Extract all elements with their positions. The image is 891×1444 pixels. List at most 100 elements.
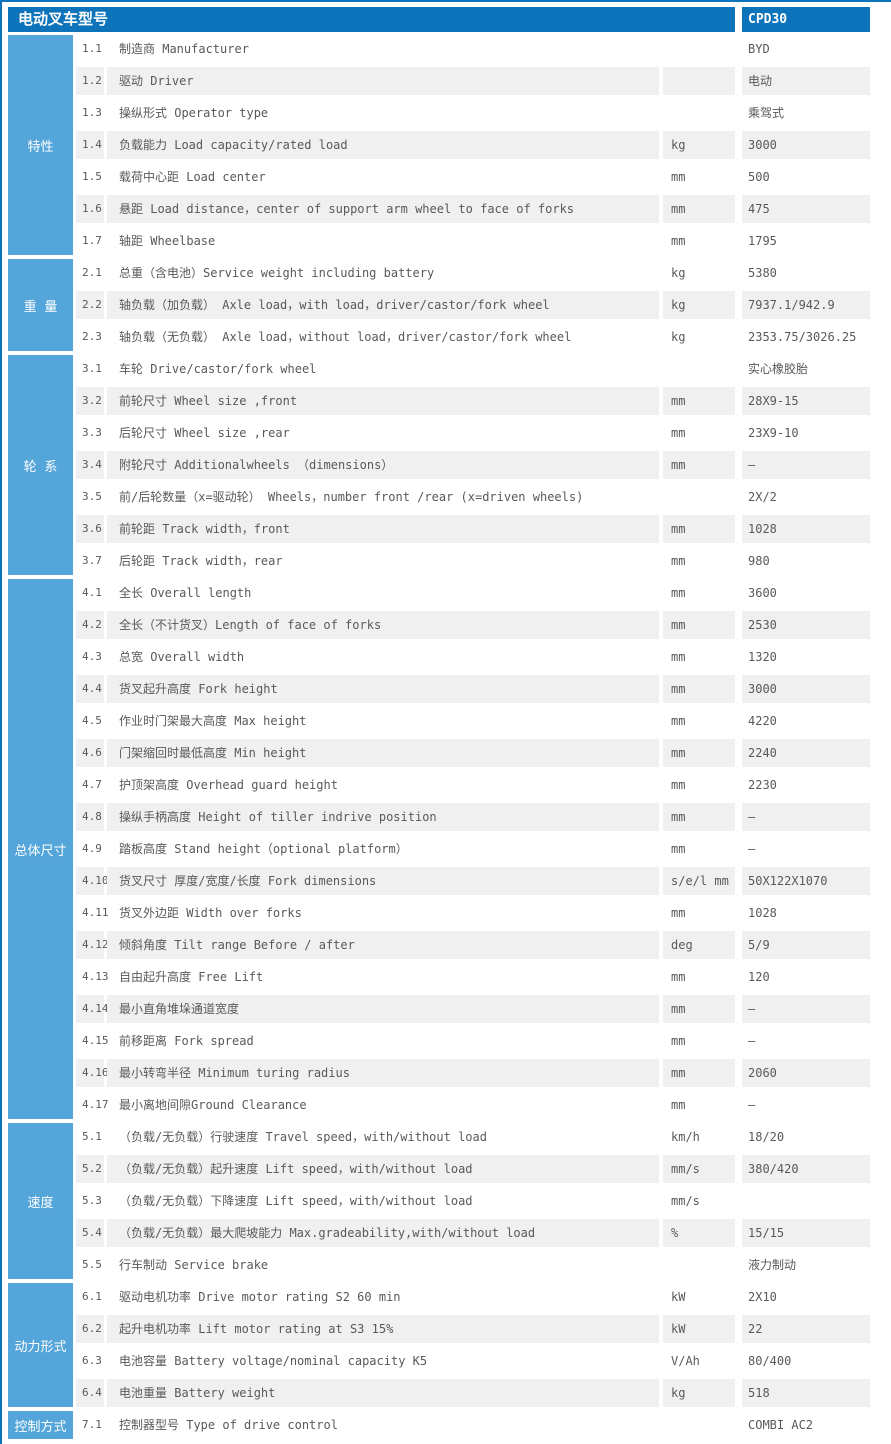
row-description: 驱动 Driver <box>107 67 659 95</box>
table-row: 6.2 起升电机功率 Lift motor rating at S3 15% kW 2… <box>76 1313 870 1345</box>
table-row: 3.5 前/后轮数量（x=驱动轮） Wheels，number front /re… <box>76 481 870 513</box>
row-value: 500 <box>748 170 770 184</box>
cell-gap <box>735 611 742 639</box>
cell-gap <box>735 35 742 63</box>
row-unit: mm <box>663 1059 735 1087</box>
table-row: 1.5 载荷中心距 Load center mm 500 <box>76 161 870 193</box>
table-row: 3.1 车轮 Drive/castor/fork wheel 实心橡胶胎 <box>76 353 870 385</box>
row-description: 货叉尺寸 厚度/宽度/长度 Fork dimensions <box>107 867 659 895</box>
sidebar-group-label: 动力形式 <box>14 1339 67 1355</box>
cell-gap <box>735 1187 742 1215</box>
row-number: 2.3 <box>82 330 102 343</box>
row-description: 载荷中心距 Load center <box>119 170 266 184</box>
cell-gap <box>735 451 742 479</box>
table-row: 4.14 最小直角堆垛通道宽度 mm — <box>76 993 870 1025</box>
row-unit: kW <box>671 1290 686 1304</box>
row-number: 4.7 <box>82 778 102 791</box>
table-row: 4.12 倾斜角度 Tilt range Before / after deg 5/9 <box>76 929 870 961</box>
row-number: 7.1 <box>82 1418 102 1431</box>
cell-gap <box>735 483 742 511</box>
row-description: 起升电机功率 Lift motor rating at S3 15% <box>107 1315 659 1343</box>
cell-gap <box>735 1379 742 1407</box>
cell-gap <box>735 1091 742 1119</box>
row-unit: s/e/l mm <box>663 867 735 895</box>
row-unit: mm <box>671 170 686 184</box>
row-description: 前轮距 Track width，front <box>107 515 659 543</box>
row-description: （负载/无负载）下降速度 Lift speed，with/without loa… <box>119 1194 473 1208</box>
row-unit: mm <box>671 1098 686 1112</box>
row-unit: mm <box>671 650 686 664</box>
row-number: 5.3 <box>82 1194 102 1207</box>
category-sidebar: 特性重 量轮 系总体尺寸 速度 动力形式 控制方式 <box>8 33 73 1441</box>
row-unit: mm <box>663 451 735 479</box>
row-value: 3000 <box>742 131 870 159</box>
row-number: 3.3 <box>82 426 102 439</box>
row-value: 乘驾式 <box>748 106 785 120</box>
row-value: BYD <box>748 42 770 56</box>
row-value: 2060 <box>742 1059 870 1087</box>
row-description: 自由起升高度 Free Lift <box>119 970 264 984</box>
row-unit: mm <box>671 714 686 728</box>
row-number: 4.4 <box>76 675 104 703</box>
cell-gap <box>735 931 742 959</box>
table-row: 4.3 总宽 Overall width mm 1320 <box>76 641 870 673</box>
table-row: 5.3 （负载/无负载）下降速度 Lift speed，with/without … <box>76 1185 870 1217</box>
row-number: 1.7 <box>82 234 102 247</box>
row-description: 轴负载（无负载） Axle load，without load，driver/c… <box>119 330 572 344</box>
row-number: 4.10 <box>76 867 109 895</box>
row-number: 5.1 <box>82 1130 102 1143</box>
cell-gap <box>735 67 742 95</box>
row-number: 1.1 <box>82 42 102 55</box>
row-unit: mm <box>671 842 686 856</box>
row-value: 23X9-10 <box>748 426 799 440</box>
table-row: 1.7 轴距 Wheelbase mm 1795 <box>76 225 870 257</box>
row-value: 475 <box>742 195 870 223</box>
row-value: 980 <box>748 554 770 568</box>
spec-header: 电动叉车型号 CPD30 <box>8 7 870 32</box>
row-number: 4.14 <box>76 995 109 1023</box>
cell-gap <box>735 835 742 863</box>
row-value: 2X10 <box>748 1290 777 1304</box>
header-title: 电动叉车型号 <box>8 7 735 32</box>
row-unit <box>663 35 735 63</box>
sidebar-group-block: 轮 系 <box>8 355 73 575</box>
row-number: 1.6 <box>76 195 104 223</box>
table-row: 5.5 行车制动 Service brake 液力制动 <box>76 1249 870 1281</box>
row-value: — <box>748 1098 756 1112</box>
row-unit <box>663 355 735 383</box>
row-description: 轴距 Wheelbase <box>119 234 216 248</box>
row-description: 倾斜角度 Tilt range Before / after <box>107 931 659 959</box>
cell-gap <box>735 1123 742 1151</box>
row-value: — <box>748 1034 756 1048</box>
row-value: 2353.75/3026.25 <box>748 330 857 344</box>
page-top-border <box>0 0 891 2</box>
table-row: 4.10 货叉尺寸 厚度/宽度/长度 Fork dimensions s/e/l m… <box>76 865 870 897</box>
row-description: （负载/无负载）最大爬坡能力 Max.gradeability,with/wit… <box>107 1219 659 1247</box>
row-value: 1320 <box>748 650 777 664</box>
row-description: 作业时门架最大高度 Max height <box>119 714 307 728</box>
row-number: 3.7 <box>82 554 102 567</box>
sidebar-group-block: 特性 <box>8 35 73 255</box>
row-number: 3.6 <box>76 515 104 543</box>
row-number: 6.4 <box>76 1379 104 1407</box>
cell-gap <box>735 899 742 927</box>
cell-gap <box>735 547 742 575</box>
table-row: 2.1 总重（含电池）Service weight including batte… <box>76 257 870 289</box>
spec-rows: 1.1 制造商 Manufacturer BYD 1.2 驱动 Driver 电动 1.3 操… <box>76 33 870 1441</box>
row-description: 前移距离 Fork spread <box>119 1034 254 1048</box>
row-value: 电动 <box>742 67 870 95</box>
sidebar-group-label: 总体尺寸 <box>14 843 67 859</box>
row-value: 液力制动 <box>748 1258 797 1272</box>
row-number: 5.4 <box>76 1219 104 1247</box>
row-unit: kg <box>663 1379 735 1407</box>
row-unit: mm <box>671 970 686 984</box>
row-number: 3.2 <box>76 387 104 415</box>
row-unit: mm <box>671 778 686 792</box>
row-number: 6.3 <box>82 1354 102 1367</box>
table-row: 1.1 制造商 Manufacturer BYD <box>76 33 870 65</box>
row-description: 最小直角堆垛通道宽度 <box>107 995 659 1023</box>
sidebar-group-label: 控制方式 <box>14 1419 67 1435</box>
row-unit: mm <box>663 739 735 767</box>
row-unit <box>663 67 735 95</box>
